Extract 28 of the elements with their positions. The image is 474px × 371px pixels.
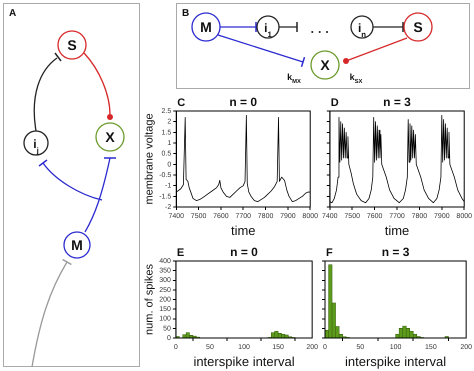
x-axis-title: interspike interval — [345, 354, 446, 369]
chart-title: n = 3 — [383, 95, 412, 109]
x-axis-title: time — [230, 222, 256, 238]
text: E — [176, 247, 184, 259]
text: X — [105, 129, 116, 145]
text: i$_{n}$ — [358, 21, 366, 38]
text: S — [413, 19, 423, 35]
x-axis-title: interspike interval — [193, 354, 295, 369]
text: k$_{MX}$ — [287, 72, 301, 85]
text: X — [320, 57, 330, 73]
y-axis-title: num. of spikes — [144, 264, 156, 335]
text: B — [182, 8, 190, 19]
x-axis-title: time — [384, 222, 410, 238]
text: M — [71, 237, 83, 253]
text: S — [67, 37, 77, 53]
chart-title: n = 3 — [382, 245, 410, 259]
text: D — [330, 97, 339, 109]
text: M — [200, 19, 212, 35]
text: i$_{j}$ — [33, 137, 39, 154]
text: A — [9, 8, 16, 19]
chart-title: n = 0 — [229, 95, 258, 109]
chart-title: n = 0 — [230, 245, 258, 259]
text: i$_{1}$ — [264, 21, 272, 38]
text: F — [326, 247, 333, 259]
text: · · · — [310, 25, 330, 39]
text: k$_{SX}$ — [350, 72, 363, 85]
text: C — [177, 97, 186, 109]
y-axis-title: membrane voltage — [144, 113, 156, 205]
